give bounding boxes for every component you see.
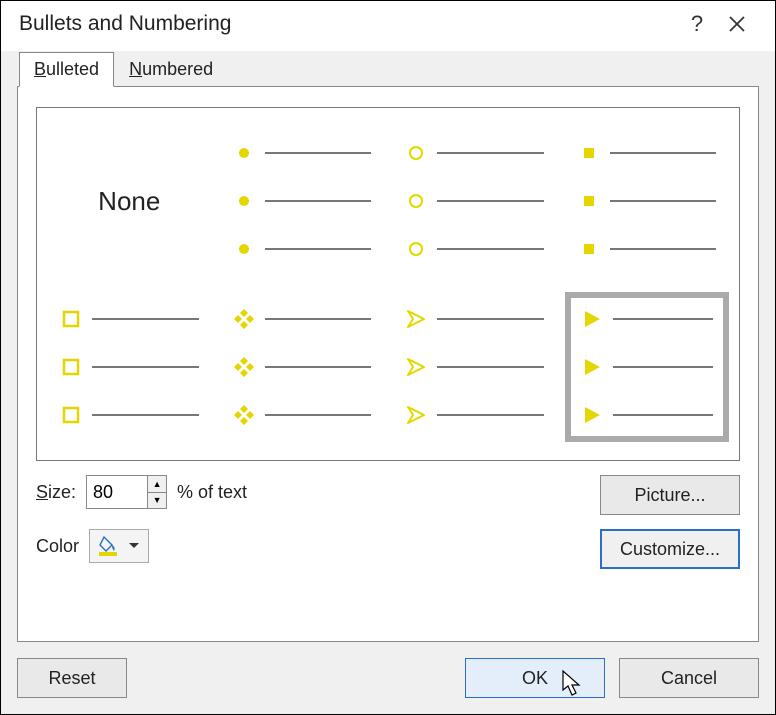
sample-text-line	[613, 318, 714, 320]
size-row: Size: ▲ ▼ % of text Color	[36, 475, 740, 569]
triangle-play-bullet-icon	[581, 404, 603, 426]
tab-bulleted[interactable]: Bulleted	[19, 52, 114, 87]
cancel-button[interactable]: Cancel	[619, 658, 759, 698]
sample-text-line	[92, 318, 199, 320]
sample-text-line	[613, 414, 714, 416]
hollow-square-bullet-icon	[60, 356, 82, 378]
sample-text-line	[92, 366, 199, 368]
bullet-style-tile[interactable]	[565, 126, 730, 276]
picture-button[interactable]: Picture...	[600, 475, 740, 515]
sample-text-line	[265, 248, 372, 250]
sample-text-line	[265, 318, 372, 320]
close-button[interactable]	[717, 15, 757, 33]
four-diamond-bullet-icon	[233, 308, 255, 330]
close-icon	[728, 15, 746, 33]
bullets-numbering-dialog: Bullets and Numbering ? Bulleted Numbere…	[0, 0, 776, 715]
size-spin-down[interactable]: ▼	[148, 493, 166, 509]
sample-text-line	[265, 152, 372, 154]
customize-button[interactable]: Customize...	[600, 529, 740, 569]
paint-bucket-icon	[98, 535, 120, 557]
sample-text-line	[610, 152, 717, 154]
bullet-style-tile[interactable]	[392, 126, 557, 276]
help-button[interactable]: ?	[677, 11, 717, 37]
sample-text-line	[437, 318, 544, 320]
dropdown-caret-icon	[128, 542, 140, 550]
bullet-style-tile[interactable]	[565, 292, 730, 442]
sample-text-line	[610, 248, 717, 250]
disc-bullet-icon	[233, 238, 255, 260]
bullet-style-tile[interactable]	[47, 292, 212, 442]
bullet-style-tile[interactable]	[392, 292, 557, 442]
circle-bullet-icon	[405, 238, 427, 260]
titlebar: Bullets and Numbering ?	[1, 1, 775, 51]
sample-text-line	[437, 414, 544, 416]
dialog-footer: Reset OK Cancel	[17, 642, 759, 698]
tab-numbered[interactable]: Numbered	[114, 52, 228, 87]
triangle-play-bullet-icon	[581, 356, 603, 378]
small-square-bullet-icon	[578, 142, 600, 164]
sample-text-line	[92, 414, 199, 416]
hollow-square-bullet-icon	[60, 308, 82, 330]
bullet-gallery: None	[36, 107, 740, 461]
size-spin-up[interactable]: ▲	[148, 476, 166, 493]
sample-text-line	[265, 200, 372, 202]
sample-text-line	[610, 200, 717, 202]
reset-button[interactable]: Reset	[17, 658, 127, 698]
disc-bullet-icon	[233, 142, 255, 164]
sample-text-line	[437, 200, 544, 202]
sample-text-line	[613, 366, 714, 368]
disc-bullet-icon	[233, 190, 255, 212]
small-square-bullet-icon	[578, 190, 600, 212]
sample-text-line	[265, 414, 372, 416]
triangle-play-bullet-icon	[581, 308, 603, 330]
size-spinner[interactable]: ▲ ▼	[86, 475, 167, 509]
four-diamond-bullet-icon	[233, 404, 255, 426]
circle-bullet-icon	[405, 142, 427, 164]
bullet-style-tile[interactable]	[220, 126, 385, 276]
sample-text-line	[265, 366, 372, 368]
dialog-title: Bullets and Numbering	[19, 12, 677, 36]
size-label: Size:	[36, 482, 76, 503]
sample-text-line	[437, 152, 544, 154]
ok-button[interactable]: OK	[465, 658, 605, 698]
sample-text-line	[437, 366, 544, 368]
small-square-bullet-icon	[578, 238, 600, 260]
bulleted-panel: None Size:	[17, 86, 759, 642]
tab-strip: Bulleted Numbered	[19, 51, 759, 86]
chevron-arrow-bullet-icon	[405, 308, 427, 330]
chevron-arrow-bullet-icon	[405, 356, 427, 378]
bullet-style-tile[interactable]	[220, 292, 385, 442]
circle-bullet-icon	[405, 190, 427, 212]
size-input[interactable]	[87, 476, 147, 508]
bullet-style-tile[interactable]: None	[47, 126, 212, 276]
color-picker-button[interactable]	[89, 529, 149, 563]
color-label: Color	[36, 536, 79, 557]
chevron-arrow-bullet-icon	[405, 404, 427, 426]
four-diamond-bullet-icon	[233, 356, 255, 378]
hollow-square-bullet-icon	[60, 404, 82, 426]
size-suffix: % of text	[177, 482, 247, 503]
sample-text-line	[437, 248, 544, 250]
dialog-content: Bulleted Numbered None	[1, 51, 775, 714]
